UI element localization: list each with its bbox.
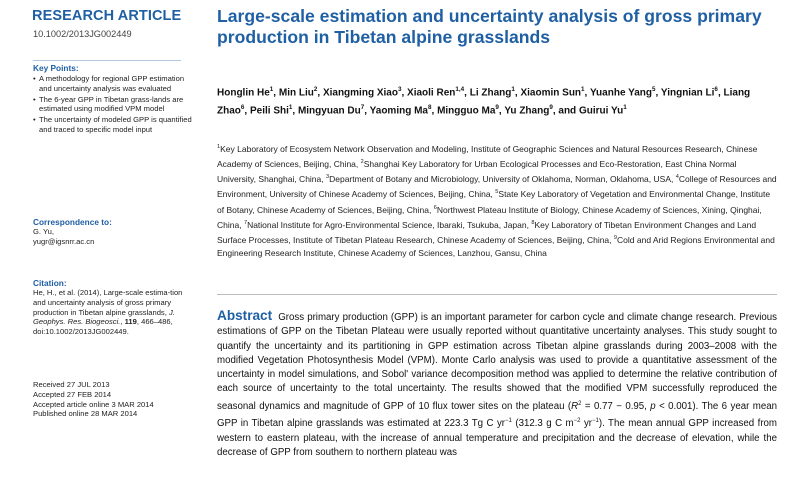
author-name: Yaoming Ma bbox=[370, 105, 428, 116]
abstract: Abstract Gross primary production (GPP) … bbox=[217, 309, 777, 460]
abstract-label: Abstract bbox=[217, 308, 272, 323]
publication-dates: Received 27 JUL 2013 Accepted 27 FEB 201… bbox=[33, 380, 203, 419]
key-points-divider bbox=[33, 60, 181, 61]
author-name: Xiaoli Ren bbox=[407, 87, 455, 98]
author-separator: , and bbox=[553, 105, 579, 116]
accepted-online-date: Accepted article online 3 MAR 2014 bbox=[33, 400, 203, 410]
author-affiliation-marker: 1,4 bbox=[455, 86, 464, 93]
affiliation-text: Department of Botany and Microbiology, U… bbox=[329, 174, 676, 184]
abstract-text-2: = 0.77 − 0.95, bbox=[581, 401, 650, 412]
author-name: Xiangming Xiao bbox=[323, 87, 398, 98]
doi-link[interactable]: 10.1002/2013JG002449 bbox=[33, 29, 132, 39]
key-points-heading: Key Points: bbox=[33, 63, 193, 73]
correspondence-section: Correspondence to: G. Yu, yugr@igsnrr.ac… bbox=[33, 217, 193, 247]
author-name: Yingnian Li bbox=[661, 87, 715, 98]
citation-volume: 119 bbox=[125, 317, 137, 326]
citation-heading: Citation: bbox=[33, 278, 193, 288]
received-date: Received 27 JUL 2013 bbox=[33, 380, 203, 390]
citation-authors-title: He, H., et al. (2014), Large-scale estim… bbox=[33, 288, 182, 317]
affiliation-list: 1Key Laboratory of Ecosystem Network Obs… bbox=[217, 141, 777, 260]
key-point-item: A methodology for regional GPP estimatio… bbox=[33, 74, 193, 94]
author-name: Mingyuan Du bbox=[298, 105, 361, 116]
author-name: Xiaomin Sun bbox=[520, 87, 581, 98]
article-type-label: RESEARCH ARTICLE bbox=[32, 8, 181, 24]
affiliation-divider bbox=[217, 294, 777, 295]
correspondence-heading: Correspondence to: bbox=[33, 217, 193, 227]
author-name: Peili Shi bbox=[250, 105, 289, 116]
author-list: Honglin He1, Min Liu2, Xiangming Xiao3, … bbox=[217, 83, 772, 118]
abstract-exponent: −1 bbox=[505, 418, 512, 424]
author-affiliation-marker: 1 bbox=[623, 104, 627, 111]
author-name: Yuanhe Yang bbox=[590, 87, 652, 98]
abstract-text-1: Gross primary production (GPP) is an imp… bbox=[217, 312, 777, 412]
key-points-section: Key Points: A methodology for regional G… bbox=[33, 60, 193, 136]
key-points-list: A methodology for regional GPP estimatio… bbox=[33, 74, 193, 135]
published-online-date: Published online 28 MAR 2014 bbox=[33, 409, 203, 419]
correspondence-email-link[interactable]: yugr@igsnrr.ac.cn bbox=[33, 237, 193, 247]
author-name: Yu Zhang bbox=[504, 105, 549, 116]
author-name: Min Liu bbox=[279, 87, 314, 98]
accepted-date: Accepted 27 FEB 2014 bbox=[33, 390, 203, 400]
abstract-text-4: (312.3 g C m bbox=[512, 419, 574, 430]
author-name: Li Zhang bbox=[470, 87, 512, 98]
article-title: Large-scale estimation and uncertainty a… bbox=[217, 6, 777, 48]
author-name: Guirui Yu bbox=[579, 105, 623, 116]
affiliation-text: National Institute for Agro-Environmenta… bbox=[247, 219, 531, 229]
abstract-exponent: −1 bbox=[592, 418, 599, 424]
citation-section: Citation: He, H., et al. (2014), Large-s… bbox=[33, 278, 193, 337]
key-point-item: The uncertainty of modeled GPP is quanti… bbox=[33, 115, 193, 135]
author-name: Honglin He bbox=[217, 87, 270, 98]
author-name: Mingguo Ma bbox=[437, 105, 495, 116]
citation-text: He, H., et al. (2014), Large-scale estim… bbox=[33, 288, 193, 337]
correspondence-name: G. Yu, bbox=[33, 227, 193, 237]
key-point-item: The 6-year GPP in Tibetan grass-lands ar… bbox=[33, 95, 193, 115]
abstract-text-5: yr bbox=[580, 419, 592, 430]
